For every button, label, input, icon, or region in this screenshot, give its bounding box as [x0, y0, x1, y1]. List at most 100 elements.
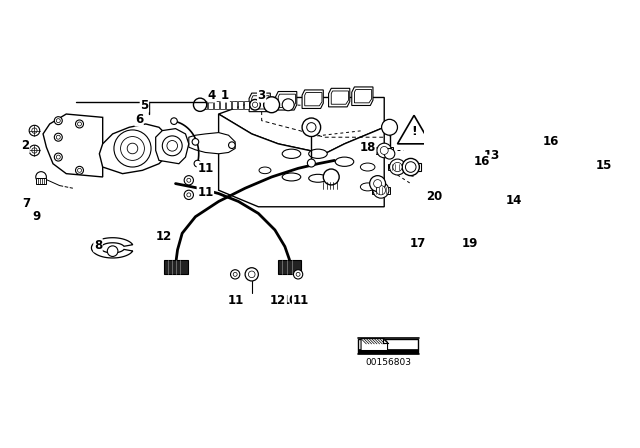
- Circle shape: [77, 122, 81, 126]
- Polygon shape: [397, 115, 431, 144]
- Text: 11: 11: [197, 186, 214, 199]
- Text: 16: 16: [543, 135, 559, 148]
- Circle shape: [192, 138, 199, 145]
- Text: 6: 6: [135, 113, 143, 126]
- Text: 17: 17: [409, 237, 426, 250]
- Text: 5: 5: [140, 99, 148, 112]
- Circle shape: [302, 118, 321, 137]
- Polygon shape: [328, 88, 350, 107]
- Polygon shape: [99, 124, 169, 174]
- Polygon shape: [249, 93, 270, 112]
- Bar: [36, 178, 45, 184]
- Polygon shape: [332, 91, 348, 104]
- Text: 16: 16: [474, 155, 490, 168]
- Circle shape: [29, 145, 40, 156]
- Circle shape: [248, 271, 255, 278]
- Ellipse shape: [360, 163, 375, 171]
- Text: 12: 12: [156, 230, 172, 243]
- Polygon shape: [302, 90, 323, 108]
- Circle shape: [390, 159, 405, 175]
- Text: 19: 19: [462, 237, 479, 250]
- Circle shape: [77, 168, 81, 172]
- Text: 15: 15: [596, 159, 612, 172]
- Circle shape: [252, 102, 258, 108]
- Bar: [220, 101, 225, 109]
- Circle shape: [250, 99, 260, 110]
- Circle shape: [120, 137, 145, 160]
- Bar: [226, 101, 231, 109]
- Text: 14: 14: [505, 194, 522, 207]
- Circle shape: [32, 128, 37, 133]
- Circle shape: [56, 135, 60, 139]
- Circle shape: [402, 159, 419, 176]
- Circle shape: [32, 148, 37, 153]
- Polygon shape: [352, 87, 373, 105]
- Polygon shape: [276, 91, 297, 110]
- Polygon shape: [92, 238, 132, 258]
- Text: 1: 1: [221, 89, 229, 102]
- Text: 20: 20: [426, 190, 442, 203]
- Polygon shape: [278, 94, 296, 108]
- Bar: [232, 101, 237, 109]
- Text: 00156803: 00156803: [365, 358, 411, 367]
- Circle shape: [405, 162, 416, 172]
- Bar: [358, 349, 418, 353]
- Circle shape: [194, 160, 201, 167]
- Circle shape: [29, 125, 40, 136]
- Circle shape: [233, 272, 237, 276]
- Circle shape: [76, 166, 83, 174]
- Circle shape: [56, 119, 60, 123]
- Circle shape: [230, 270, 240, 279]
- Circle shape: [56, 155, 60, 159]
- Text: 18: 18: [360, 141, 376, 154]
- Circle shape: [393, 162, 402, 172]
- Circle shape: [323, 169, 339, 185]
- Circle shape: [187, 193, 191, 197]
- Ellipse shape: [335, 157, 354, 166]
- Ellipse shape: [308, 174, 327, 182]
- Bar: [238, 101, 243, 109]
- Text: 3: 3: [258, 89, 266, 102]
- Text: 11: 11: [292, 294, 309, 307]
- Circle shape: [36, 172, 46, 182]
- Circle shape: [76, 120, 83, 128]
- Polygon shape: [219, 98, 384, 154]
- Circle shape: [294, 270, 303, 279]
- Text: 10: 10: [282, 294, 298, 307]
- Polygon shape: [156, 129, 189, 164]
- Text: 2: 2: [21, 139, 29, 152]
- Circle shape: [376, 185, 385, 195]
- Circle shape: [374, 180, 381, 188]
- Circle shape: [381, 119, 397, 135]
- Circle shape: [370, 176, 385, 192]
- Circle shape: [228, 142, 235, 148]
- Polygon shape: [355, 90, 372, 103]
- Text: 8: 8: [94, 239, 102, 252]
- Polygon shape: [361, 339, 388, 350]
- Ellipse shape: [259, 167, 271, 174]
- Bar: [164, 260, 188, 274]
- Bar: [214, 101, 220, 109]
- Bar: [388, 164, 407, 170]
- Circle shape: [282, 99, 294, 111]
- Circle shape: [373, 182, 389, 198]
- Text: 11: 11: [197, 162, 214, 175]
- Circle shape: [296, 272, 300, 276]
- Circle shape: [167, 141, 177, 151]
- Circle shape: [108, 246, 118, 256]
- Circle shape: [114, 130, 151, 167]
- Bar: [372, 187, 390, 194]
- Ellipse shape: [282, 149, 301, 159]
- Circle shape: [384, 148, 395, 159]
- Bar: [244, 101, 249, 109]
- Ellipse shape: [308, 149, 327, 159]
- Circle shape: [171, 118, 177, 125]
- Polygon shape: [219, 114, 384, 207]
- Polygon shape: [43, 114, 102, 177]
- Circle shape: [127, 143, 138, 154]
- Bar: [278, 260, 301, 274]
- Circle shape: [245, 268, 259, 281]
- Ellipse shape: [360, 183, 375, 191]
- Circle shape: [187, 178, 191, 182]
- Ellipse shape: [282, 173, 301, 181]
